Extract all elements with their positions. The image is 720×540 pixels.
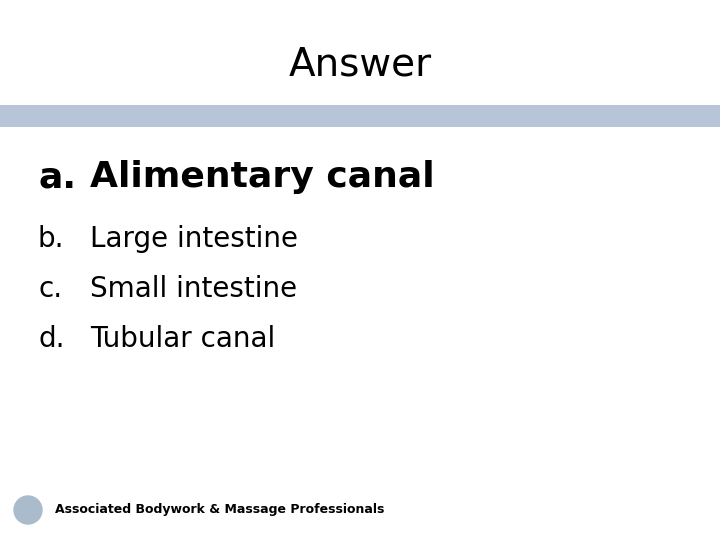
Text: Large intestine: Large intestine (90, 225, 298, 253)
Text: Tubular canal: Tubular canal (90, 325, 275, 353)
Bar (0, 105, 720, 127)
Text: c.: c. (38, 275, 62, 303)
Text: Alimentary canal: Alimentary canal (90, 160, 435, 194)
Text: Small intestine: Small intestine (90, 275, 297, 303)
Text: Associated Bodywork & Massage Professionals: Associated Bodywork & Massage Profession… (55, 503, 384, 516)
Circle shape (14, 496, 42, 524)
Text: a.: a. (38, 160, 76, 194)
Text: b.: b. (38, 225, 65, 253)
Text: Answer: Answer (289, 45, 431, 83)
Text: d.: d. (38, 325, 65, 353)
